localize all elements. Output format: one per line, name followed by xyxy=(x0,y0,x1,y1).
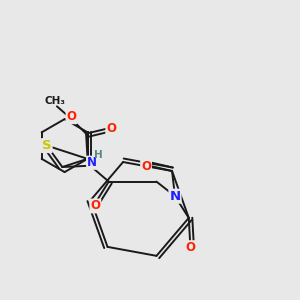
Text: O: O xyxy=(67,110,76,123)
Text: O: O xyxy=(141,160,151,173)
Text: S: S xyxy=(42,139,52,152)
Text: O: O xyxy=(106,122,116,135)
Text: H: H xyxy=(94,150,103,161)
Text: CH₃: CH₃ xyxy=(44,96,65,106)
Text: O: O xyxy=(90,200,100,212)
Text: O: O xyxy=(185,241,195,254)
Text: N: N xyxy=(169,190,181,203)
Text: N: N xyxy=(87,156,97,169)
